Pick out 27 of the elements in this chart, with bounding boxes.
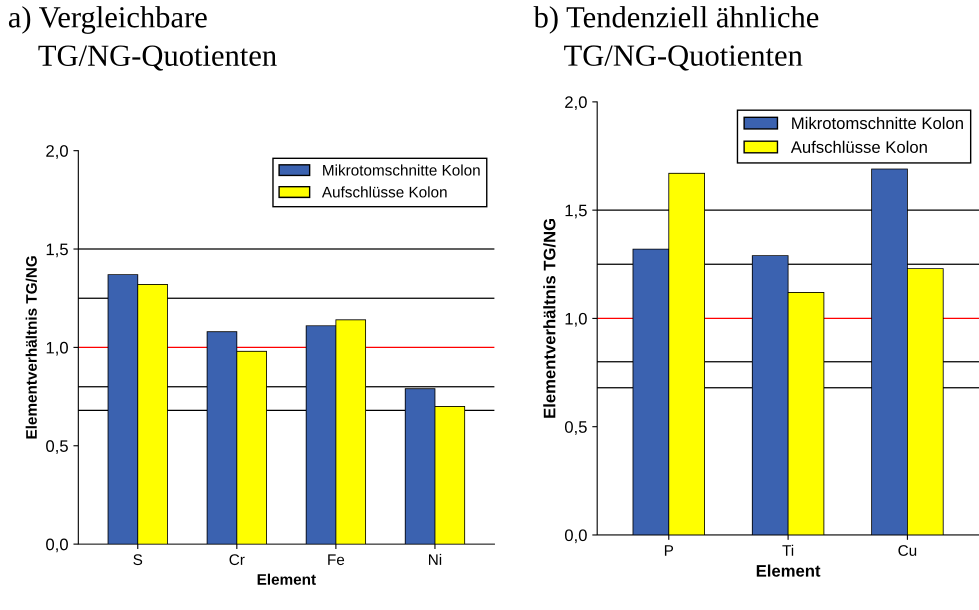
x-tick-label: Fe [328,554,344,566]
legend-label: Mikrotomschnitte Kolon [323,164,480,176]
y-tick-label: 2,0 [565,96,587,110]
x-axis-title: Element [756,564,820,577]
x-tick-label: Ni [428,554,442,565]
x-tick-label: Cr [230,554,245,566]
y-tick-label: 1,0 [566,312,587,327]
chart-title: a) Vergleichbare TG/NG-Quotienten [8,6,277,71]
x-axis-title: Element [258,574,316,585]
legend-label: Aufschlüsse Kolon [322,186,447,198]
y-axis-title: Elementverhältnis TG/NG [543,218,556,418]
y-tick-label: 0,0 [564,529,587,544]
legend-label: Aufschlüsse Kolon [790,140,927,153]
y-tick-label: 1,5 [566,204,587,218]
legend-label: Mikrotomschnitte Kolon [792,116,963,130]
y-tick-label: 1,0 [46,342,68,356]
chart-title: b) Tendenziell ähnliche TG/NG-Quotienten [534,6,818,71]
y-tick-label: 0,0 [46,538,68,552]
y-tick-label: 0,5 [46,440,68,454]
x-tick-label: S [133,554,142,566]
y-axis-title: Elementverhältnis TG/NG [26,256,38,438]
x-tick-label: Cu [898,545,916,556]
x-tick-label: P [664,545,674,556]
y-tick-label: 1,5 [46,244,68,258]
y-tick-label: 0,5 [564,421,587,435]
y-tick-label: 2,0 [46,145,68,159]
x-tick-label: Ti [782,544,794,556]
